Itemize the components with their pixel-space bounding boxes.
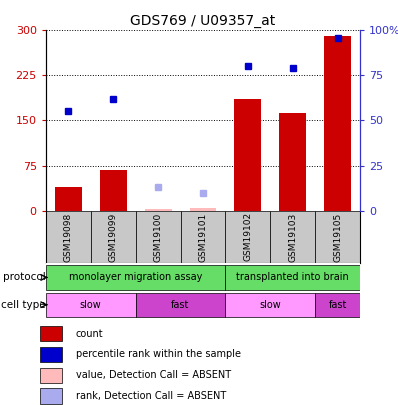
Text: GSM19100: GSM19100 [154, 212, 162, 262]
Text: GSM19105: GSM19105 [333, 212, 342, 262]
Text: percentile rank within the sample: percentile rank within the sample [76, 350, 241, 360]
Bar [225, 293, 315, 317]
Bar [189, 208, 217, 211]
Text: GSM19101: GSM19101 [199, 212, 207, 262]
Text: rank, Detection Call = ABSENT: rank, Detection Call = ABSENT [76, 391, 226, 401]
Bar [40, 326, 62, 341]
Bar [40, 388, 62, 404]
Text: GSM19099: GSM19099 [109, 212, 118, 262]
Text: GSM19098: GSM19098 [64, 212, 73, 262]
Bar [100, 170, 127, 211]
Bar [46, 265, 225, 290]
Title: GDS769 / U09357_at: GDS769 / U09357_at [131, 14, 275, 28]
Bar [144, 209, 172, 211]
Text: transplanted into brain: transplanted into brain [236, 273, 349, 282]
Text: monolayer migration assay: monolayer migration assay [69, 273, 202, 282]
Bar [46, 211, 91, 263]
Bar [91, 211, 136, 263]
Text: fast: fast [328, 300, 347, 310]
Bar [270, 211, 315, 263]
Bar [315, 211, 360, 263]
Text: GSM19103: GSM19103 [288, 212, 297, 262]
Bar [225, 211, 270, 263]
Bar [136, 211, 181, 263]
Bar [40, 368, 62, 383]
Text: slow: slow [80, 300, 101, 310]
Bar [181, 211, 225, 263]
Bar [234, 100, 261, 211]
Bar [55, 187, 82, 211]
Bar [46, 293, 136, 317]
Text: value, Detection Call = ABSENT: value, Detection Call = ABSENT [76, 371, 231, 380]
Bar [225, 265, 360, 290]
Bar [279, 113, 306, 211]
Bar [324, 36, 351, 211]
Text: protocol: protocol [3, 273, 46, 282]
Text: slow: slow [259, 300, 281, 310]
Text: GSM19102: GSM19102 [244, 212, 252, 262]
Text: fast: fast [171, 300, 190, 310]
Text: cell type: cell type [1, 300, 46, 310]
Text: count: count [76, 328, 103, 339]
Bar [40, 347, 62, 362]
Bar [315, 293, 360, 317]
Bar [136, 293, 225, 317]
